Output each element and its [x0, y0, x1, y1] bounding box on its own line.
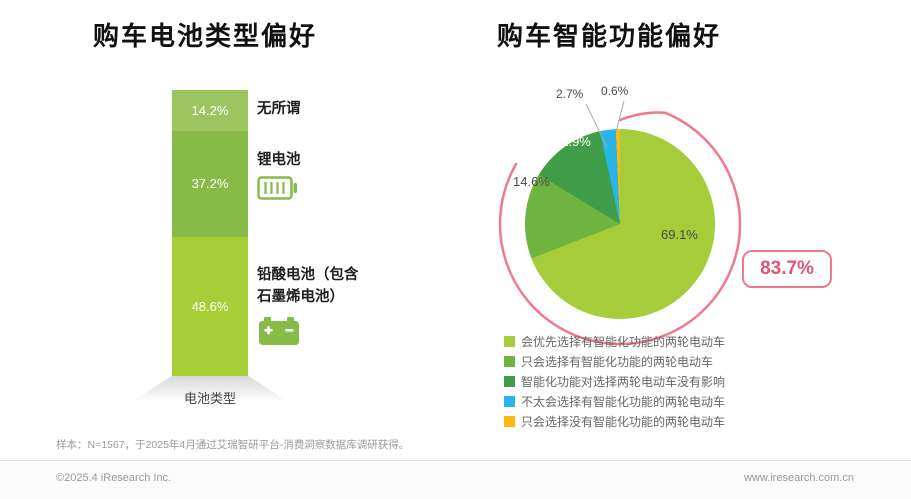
- legend-swatch: [504, 355, 515, 367]
- copyright-text: ©2025.4 iResearch Inc.: [56, 472, 172, 484]
- legend-swatch: [504, 395, 515, 407]
- legend-label: 不太会选择有智能化功能的两轮电动车: [521, 394, 726, 409]
- legend-item: 不太会选择有智能化功能的两轮电动车: [504, 391, 725, 411]
- stacked-bar: 14.2% 37.2% 48.6%: [172, 90, 248, 376]
- leader-line-yellow-slice: [615, 100, 625, 133]
- bar-label-lithium: 锂电池: [257, 152, 301, 168]
- legend-swatch: [504, 335, 515, 347]
- pie-legend: 会优先选择有智能化功能的两轮电动车 只会选择有智能化功能的两轮电动车 智能化功能…: [504, 331, 725, 431]
- pie-label-69: 69.1%: [661, 227, 698, 242]
- legend-label: 会优先选择有智能化功能的两轮电动车: [521, 334, 726, 349]
- bar-segment-lead-acid: 48.6%: [172, 237, 248, 376]
- bar-segment-lithium: 37.2%: [172, 130, 248, 237]
- bar-segment-indifferent: 14.2%: [172, 90, 248, 131]
- legend-label: 只会选择没有智能化功能的两轮电动车: [521, 414, 726, 429]
- footer-divider: [0, 460, 911, 461]
- legend-item: 会优先选择有智能化功能的两轮电动车: [504, 331, 725, 351]
- pie-label-12: 12.9%: [554, 134, 591, 149]
- website-text: www.iresearch.com.cn: [743, 472, 854, 484]
- footer-strip: [0, 461, 911, 499]
- bar-label-lead-acid: 铅酸电池（包含石墨烯电池）: [257, 267, 359, 305]
- pie-label-14: 14.6%: [513, 174, 550, 189]
- lead-acid-battery-icon: [259, 317, 299, 345]
- legend-label: 智能化功能对选择两轮电动车没有影响: [521, 374, 726, 389]
- bar-segment-value: 37.2%: [191, 176, 229, 192]
- legend-item: 只会选择没有智能化功能的两轮电动车: [504, 411, 725, 431]
- sample-footnote: 样本：N=1567，于2025年4月通过艾瑞智研平台-消费洞察数据库调研获得。: [56, 439, 410, 451]
- pie-label-0: 0.6%: [601, 84, 629, 98]
- legend-label: 只会选择有智能化功能的两轮电动车: [521, 354, 714, 369]
- highlight-badge: 83.7%: [742, 250, 832, 288]
- bar-x-axis-label: 电池类型: [183, 391, 236, 406]
- legend-swatch: [504, 375, 515, 387]
- pie: [525, 129, 715, 319]
- smart-chart-title: 购车智能功能偏好: [497, 21, 722, 51]
- legend-item: 只会选择有智能化功能的两轮电动车: [504, 351, 725, 371]
- pie-label-2: 2.7%: [556, 87, 584, 101]
- bar-label-indifferent: 无所谓: [257, 101, 301, 117]
- bar-segment-value: 14.2%: [191, 102, 229, 118]
- legend-swatch: [504, 415, 515, 427]
- lithium-battery-icon: [257, 176, 297, 200]
- battery-chart-title: 购车电池类型偏好: [93, 21, 318, 51]
- legend-item: 智能化功能对选择两轮电动车没有影响: [504, 371, 725, 391]
- bar-segment-value: 48.6%: [191, 298, 229, 314]
